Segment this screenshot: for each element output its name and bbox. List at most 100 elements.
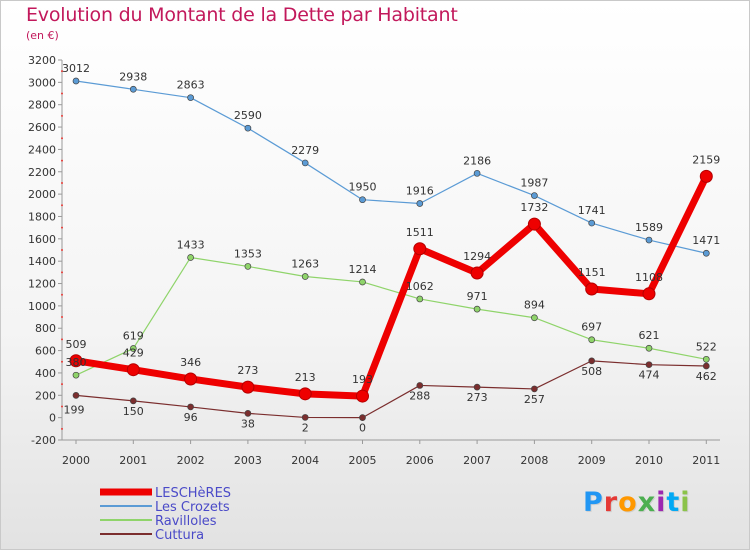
data-label: 2590 — [234, 109, 262, 122]
data-point — [645, 236, 653, 244]
data-label: 273 — [237, 364, 258, 377]
logo-letter: r — [603, 487, 619, 518]
data-point — [187, 254, 194, 261]
data-label: 0 — [359, 422, 366, 435]
data-point — [298, 387, 312, 401]
x-tick-label: 2008 — [520, 454, 548, 467]
data-point — [642, 287, 656, 301]
data-label: 1732 — [520, 201, 548, 214]
y-minor-tick — [61, 405, 63, 408]
data-point — [72, 392, 80, 399]
y-tick-label: 800 — [35, 322, 56, 335]
data-label: 522 — [696, 340, 717, 353]
data-label: 199 — [64, 403, 85, 416]
data-point — [702, 355, 710, 363]
data-label: 508 — [581, 365, 602, 378]
data-label: 1108 — [635, 271, 663, 284]
data-label: 193 — [352, 373, 373, 386]
data-point — [699, 169, 713, 183]
data-point — [588, 219, 596, 227]
series-layer — [69, 77, 713, 421]
y-tick-label: 1800 — [28, 210, 56, 223]
data-label: 1433 — [177, 238, 205, 251]
data-label: 2938 — [119, 70, 147, 83]
data-point — [702, 249, 710, 257]
x-tick-label: 2005 — [349, 454, 377, 467]
data-label: 273 — [467, 391, 488, 404]
data-point — [416, 382, 424, 389]
y-tick-label: 2200 — [28, 166, 56, 179]
data-point — [645, 344, 653, 352]
data-label: 474 — [639, 369, 660, 382]
data-point — [416, 295, 424, 303]
series-line-2 — [75, 256, 707, 376]
x-tick-label: 2000 — [62, 454, 90, 467]
y-minor-tick — [61, 427, 63, 430]
data-point — [359, 278, 366, 286]
y-tick-label: 3200 — [28, 54, 56, 67]
y-tick-label: 1000 — [28, 300, 56, 313]
y-minor-tick — [61, 293, 63, 296]
y-minor-tick — [61, 92, 63, 95]
data-label: 38 — [241, 417, 255, 430]
data-point — [413, 242, 427, 256]
data-label: 1471 — [692, 234, 720, 247]
data-label: 96 — [184, 411, 198, 424]
data-point — [129, 397, 137, 405]
data-point — [187, 403, 194, 411]
data-label: 621 — [639, 329, 660, 342]
data-label: 509 — [66, 338, 87, 351]
y-tick-label: 1600 — [28, 233, 56, 246]
y-tick-label: -200 — [31, 434, 56, 447]
y-tick-label: 200 — [35, 389, 56, 402]
logo-letter: t — [666, 487, 681, 518]
y-tick-label: 1400 — [28, 255, 56, 268]
data-label: 380 — [66, 356, 87, 369]
data-label: 1511 — [406, 226, 434, 239]
data-point — [129, 85, 137, 93]
data-point — [531, 192, 538, 199]
data-point — [241, 380, 255, 394]
y-minor-tick — [61, 338, 63, 341]
y-tick-label: 1200 — [28, 278, 56, 291]
logo-letter: i — [680, 487, 691, 518]
data-label: 1263 — [291, 257, 319, 270]
y-tick-label: 2400 — [28, 143, 56, 156]
chart-axes: -200 0 200 400 600 800 1000 1200 1400 1600 1800 200… — [28, 54, 720, 467]
data-point — [129, 345, 137, 352]
data-label: 1589 — [635, 221, 663, 234]
y-minor-tick — [61, 271, 63, 274]
x-tick-label: 2003 — [234, 454, 262, 467]
data-point — [72, 371, 80, 379]
data-label: 429 — [123, 347, 144, 360]
proxiti-logo: Proxiti — [583, 487, 691, 518]
logo-letter: o — [618, 487, 638, 518]
y-tick-label: 2600 — [28, 121, 56, 134]
y-tick-label: 0 — [49, 412, 56, 425]
data-label: 2 — [302, 421, 309, 434]
data-label: 2186 — [463, 154, 491, 167]
data-label: 2863 — [177, 79, 205, 92]
logo-letter: x — [637, 487, 657, 518]
y-minor-tick — [61, 316, 63, 319]
y-minor-tick — [61, 137, 63, 140]
data-point — [585, 282, 599, 296]
data-label: 1950 — [349, 181, 377, 194]
data-point — [470, 266, 484, 280]
data-label: 1987 — [520, 177, 548, 190]
y-tick-label: 2000 — [28, 188, 56, 201]
data-point — [588, 336, 596, 344]
data-point — [187, 94, 194, 102]
series-line-3 — [75, 360, 707, 419]
x-tick-label: 2011 — [692, 454, 720, 467]
data-label: 288 — [409, 389, 430, 402]
series-line-1 — [75, 80, 707, 254]
y-tick-label: 600 — [35, 345, 56, 358]
data-label: 2279 — [291, 144, 319, 157]
data-point — [244, 410, 252, 417]
data-label: 619 — [123, 329, 144, 342]
data-point — [359, 196, 366, 204]
legend-label: LESCHèRES — [155, 486, 231, 501]
